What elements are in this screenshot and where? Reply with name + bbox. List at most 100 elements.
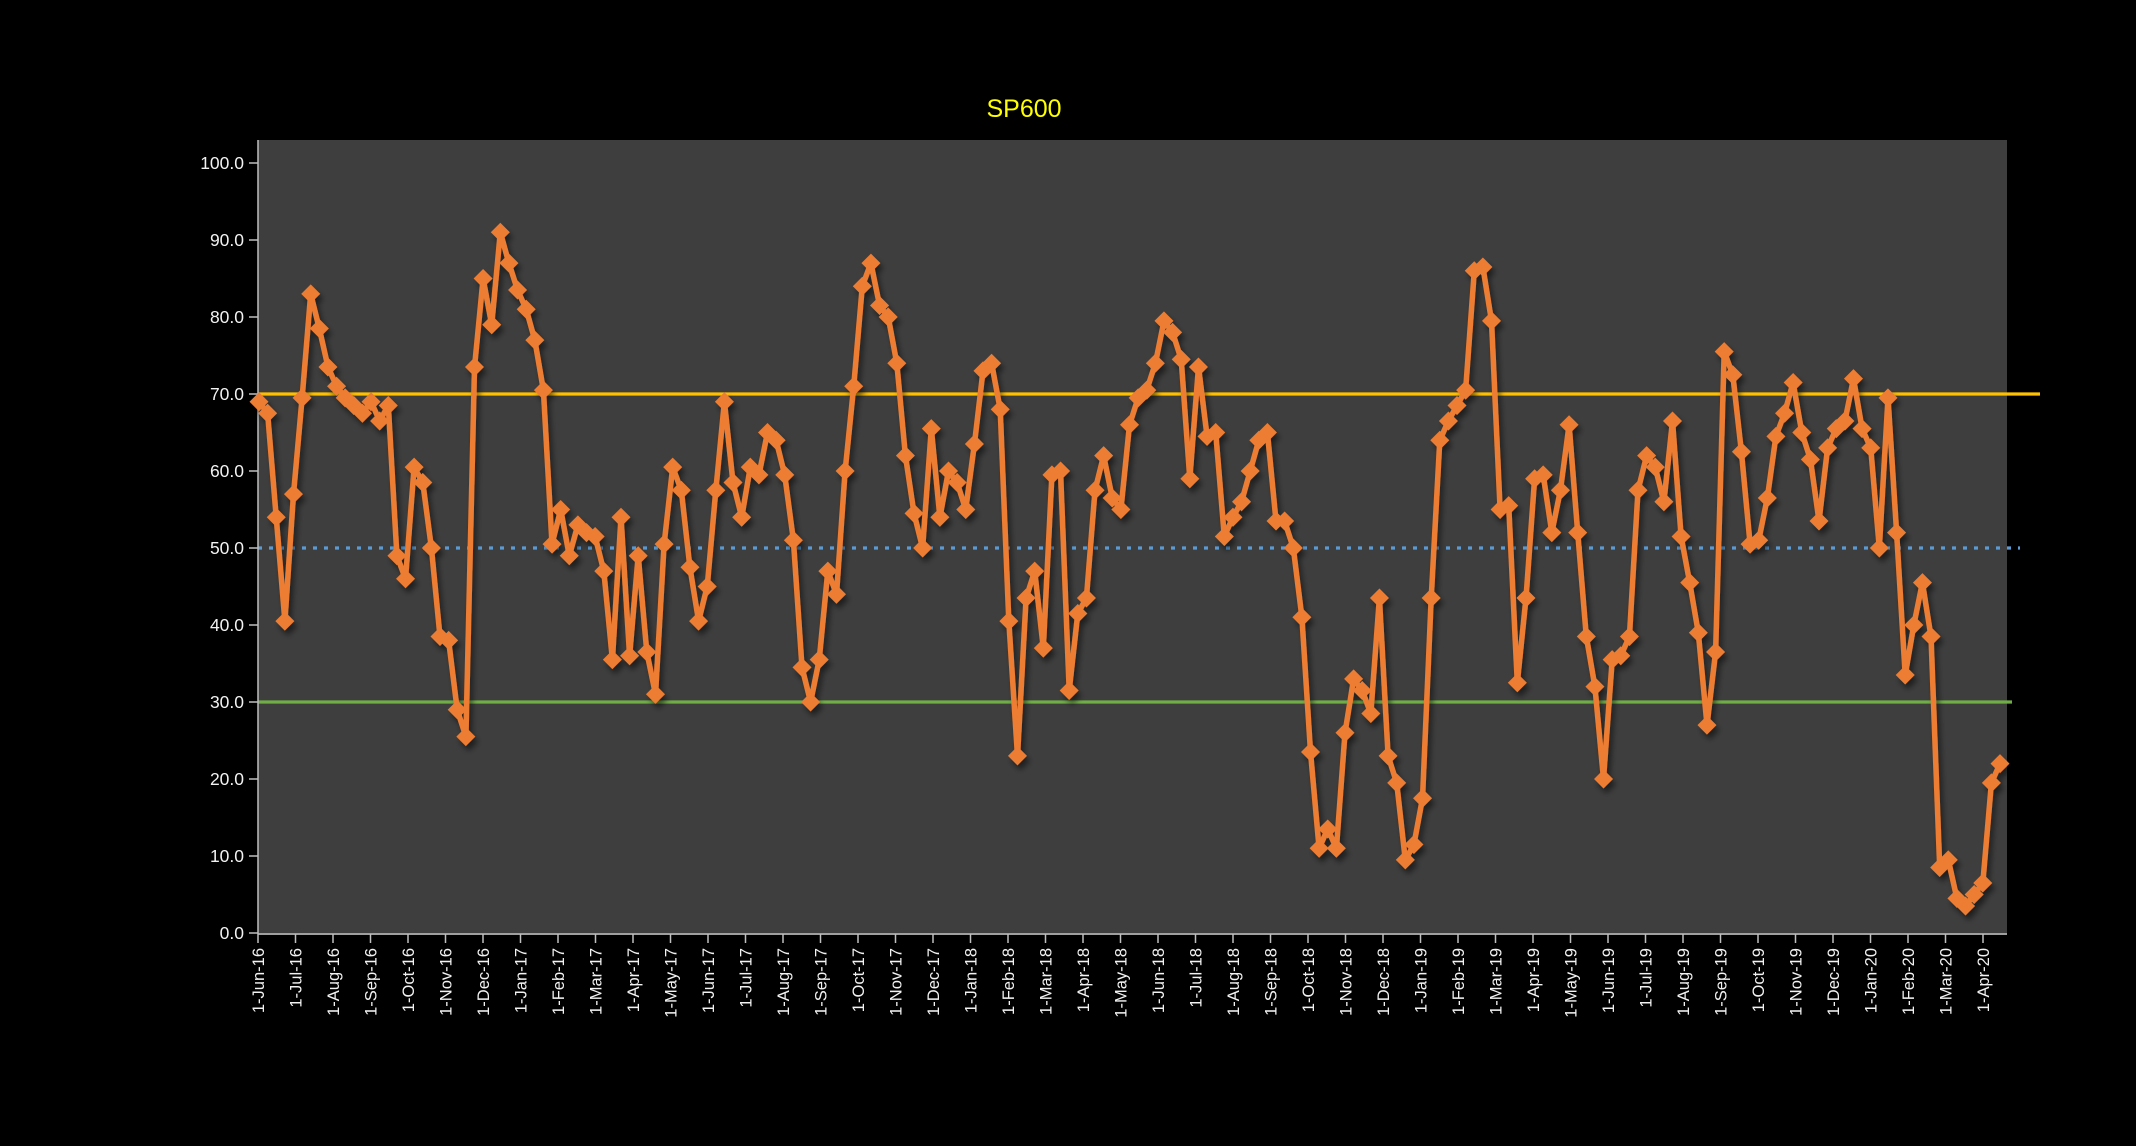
data-point [473,269,493,288]
x-tick-label: 1-Aug-18 [1225,948,1243,1016]
data-point [266,507,286,527]
data-point [895,446,915,466]
y-tick-label: 40.0 [210,615,244,635]
plot-area-background [258,140,2007,935]
data-point [1637,446,1657,466]
x-tick-label: 1-Oct-16 [400,948,418,1012]
data-point [792,657,812,677]
x-tick-label: 1-Dec-16 [475,948,493,1016]
data-point [1094,446,1114,466]
data-point [645,684,665,704]
data-point [844,376,864,396]
data-point [956,500,976,519]
x-tick-label: 1-Jul-17 [738,948,756,1008]
data-point [697,577,717,596]
x-tick-label: 1-Dec-19 [1825,948,1843,1016]
data-point [1068,603,1088,623]
x-tick-label: 1-Oct-19 [1750,948,1768,1012]
data-point [1783,372,1803,392]
x-tick-label: 1-Jun-16 [250,948,268,1013]
x-tick-label: 1-Dec-18 [1375,948,1393,1016]
data-point [1628,480,1648,500]
data-point [1378,746,1398,766]
x-axis-tick-labels: 1-Jun-16 1-Jul-16 1-Aug-16 1-Sep-16 1-Oct-16… [250,948,1993,1018]
data-point [1326,838,1346,858]
y-tick-label: 100.0 [200,153,244,173]
data-point [327,376,347,396]
data-point [1912,573,1932,593]
data-point [1516,588,1536,608]
x-tick-label: 1-Jun-18 [1150,948,1168,1013]
data-point [1542,523,1562,543]
data-point [447,700,467,720]
data-point [1723,365,1743,385]
data-point [1533,465,1553,485]
x-tick-label: 1-Feb-19 [1450,948,1468,1015]
data-point [1852,419,1872,439]
x-tick-label: 1-Sep-19 [1713,948,1731,1016]
x-tick-label: 1-Aug-19 [1675,948,1693,1016]
data-point [1111,500,1131,519]
x-tick-label: 1-Mar-17 [588,948,606,1015]
x-tick-label: 1-Mar-19 [1488,948,1506,1015]
data-point [1843,369,1863,389]
x-tick-label: 1-Apr-19 [1525,948,1543,1012]
data-point [283,484,303,504]
x-tick-label: 1-Jan-20 [1863,948,1881,1013]
data-point [542,534,562,554]
data-point [1456,380,1476,400]
sp600-series-group [249,222,2010,916]
x-tick-label: 1-May-18 [1113,948,1131,1018]
x-tick-label: 1-Nov-18 [1338,948,1356,1016]
data-point [249,392,269,412]
data-point [947,473,967,493]
data-point [870,295,890,315]
data-point [421,538,441,558]
data-point [1025,561,1045,581]
data-point [482,315,502,335]
x-tick-label: 1-May-17 [663,948,681,1018]
data-point [611,507,631,527]
x-tick-label: 1-Jun-17 [700,948,718,1013]
x-tick-label: 1-Nov-16 [438,948,456,1016]
data-point [1550,480,1570,500]
data-point [508,280,528,300]
data-point [628,546,648,566]
data-point [1404,834,1424,854]
data-point [1344,669,1364,689]
data-point [499,253,519,273]
data-point [1576,627,1596,647]
data-point [1059,680,1079,700]
data-point [1171,349,1191,369]
x-tick-label: 1-Sep-17 [813,948,831,1016]
data-point [706,480,726,500]
data-point [1076,588,1096,608]
data-point [1619,627,1639,647]
y-tick-label: 20.0 [210,769,244,789]
data-point [1232,492,1252,512]
data-point [930,507,950,527]
data-point [809,650,829,670]
data-point [1800,449,1820,469]
data-point [1507,673,1527,693]
data-point [594,561,614,581]
data-point [361,392,381,412]
data-point [1878,388,1898,408]
x-tick-label: 1-Sep-16 [363,948,381,1016]
data-point [1120,415,1139,435]
data-point [525,330,545,350]
data-point [852,276,872,296]
data-point [1369,588,1389,608]
data-point [1706,642,1726,662]
data-point [1085,480,1105,500]
x-tick-label: 1-Jan-19 [1413,948,1431,1013]
data-point [826,584,846,604]
data-point [1671,526,1691,546]
data-point [1956,896,1976,916]
data-point [602,650,622,670]
data-point [878,307,898,327]
data-point [1188,357,1208,377]
data-point [585,526,605,546]
data-point [1835,411,1855,431]
data-point [749,465,769,485]
